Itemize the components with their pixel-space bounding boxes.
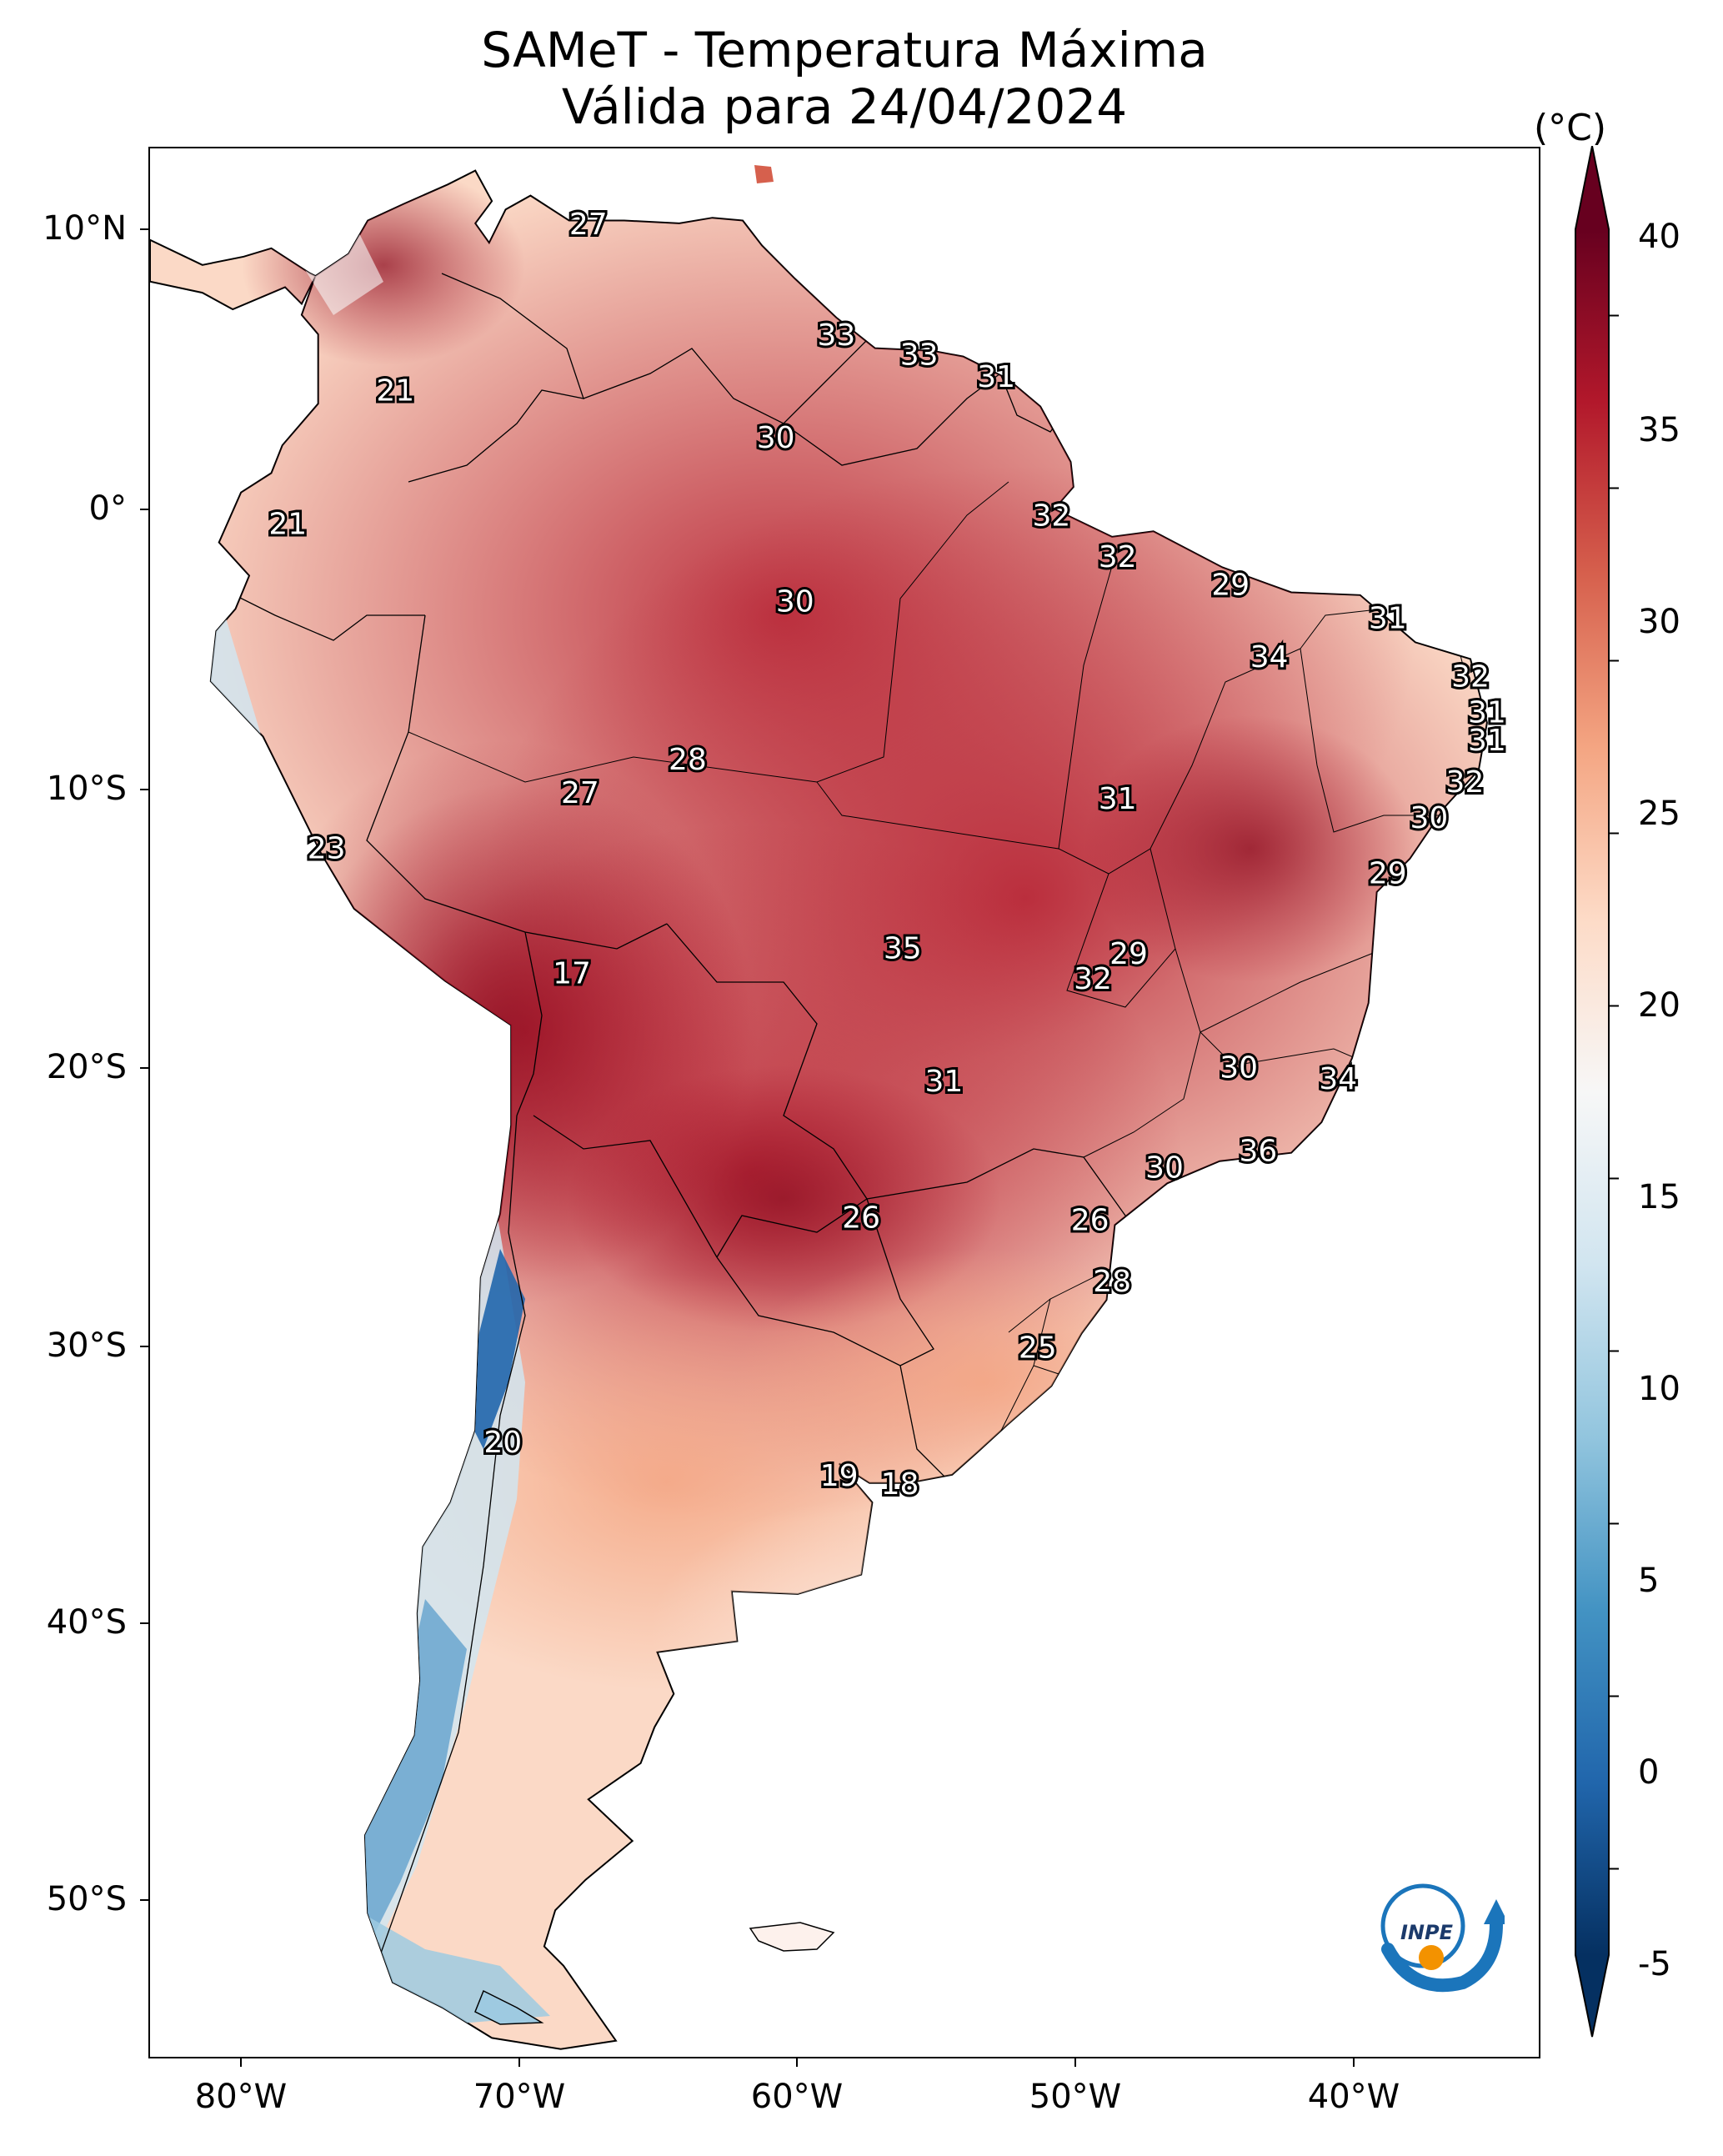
- temperature-label: 31: [1468, 724, 1506, 758]
- temperature-label: 30: [1145, 1151, 1184, 1185]
- colorbar-top-extension: [1575, 146, 1609, 229]
- lat-tick: [140, 509, 148, 510]
- colorbar-gradient: [1575, 229, 1609, 1955]
- map-title: SAMeT - Temperatura Máxima: [481, 22, 1208, 78]
- lat-label-10s: 10°S: [46, 770, 127, 808]
- lat-label-50s: 50°S: [46, 1880, 127, 1918]
- lon-tick: [796, 2058, 798, 2067]
- temperature-label: 27: [569, 208, 608, 242]
- lat-tick: [140, 1622, 148, 1624]
- temperature-label: 34: [1250, 640, 1289, 674]
- lat-tick: [140, 1899, 148, 1901]
- colorbar-label-20: 20: [1638, 986, 1680, 1025]
- temperature-label: 28: [1093, 1265, 1131, 1299]
- lon-label-40w: 40°W: [1307, 2078, 1400, 2116]
- colorbar-label-5: 5: [1638, 1562, 1660, 1600]
- lon-label-70w: 70°W: [473, 2078, 566, 2116]
- colorbar-label-0: 0: [1638, 1753, 1660, 1792]
- temperature-label: 35: [884, 932, 922, 966]
- temperature-label: 32: [1099, 540, 1137, 574]
- temperature-label: 17: [553, 956, 591, 990]
- lat-label-40s: 40°S: [46, 1603, 127, 1642]
- colorbar-label-15: 15: [1638, 1178, 1680, 1216]
- temperature-label: 34: [1319, 1062, 1357, 1096]
- lon-tick: [1074, 2058, 1076, 2067]
- temperature-label: 31: [1468, 696, 1506, 730]
- temperature-label: 33: [900, 338, 939, 372]
- lat-tick: [140, 1067, 148, 1069]
- colorbar: [1575, 146, 1619, 2038]
- tierra-del-fuego: [474, 1989, 544, 2025]
- lat-tick: [140, 228, 148, 230]
- temperature-label: 36: [1239, 1134, 1277, 1168]
- temperature-label: 30: [776, 585, 814, 619]
- temperature-label: 31: [1099, 782, 1137, 816]
- map-subtitle: Válida para 24/04/2024: [561, 78, 1128, 135]
- lat-tick: [140, 1346, 148, 1347]
- temperature-label: 31: [924, 1065, 963, 1099]
- colorbar-label-10: 10: [1638, 1370, 1680, 1408]
- map-panel: 27 21 33 33 31 30 21 32 32 29 30 31 34 32 31 31 28 27 32 31…: [148, 147, 1540, 2058]
- temperature-label: 31: [977, 360, 1015, 394]
- colorbar-label-35: 35: [1638, 411, 1680, 449]
- colorbar-bottom-extension: [1575, 1955, 1609, 2037]
- temperature-label: 32: [1032, 499, 1070, 533]
- temperature-label: 26: [1071, 1204, 1109, 1238]
- temperature-label: 21: [376, 374, 414, 409]
- temperature-label: 32: [1445, 765, 1484, 800]
- temperature-label: 31: [1369, 601, 1407, 635]
- inpe-logo: INPE: [1363, 1866, 1509, 1999]
- temperature-label: 25: [1019, 1331, 1057, 1366]
- lon-label-80w: 80°W: [194, 2078, 288, 2116]
- temperature-label: 29: [1369, 857, 1407, 891]
- temperature-label: 29: [1211, 569, 1250, 603]
- temperature-label: 32: [1074, 962, 1112, 996]
- temperature-label: 20: [483, 1426, 522, 1460]
- lat-label-30s: 30°S: [46, 1326, 127, 1365]
- trinidad-island: [754, 165, 774, 183]
- temperature-label: 29: [1109, 937, 1148, 971]
- temperature-label: 30: [1410, 801, 1448, 835]
- lon-label-50w: 50°W: [1029, 2078, 1122, 2116]
- falkland-islands: [749, 1922, 835, 1952]
- lon-tick: [240, 2058, 242, 2067]
- temperature-label: 30: [1220, 1051, 1258, 1086]
- temperature-label: 19: [820, 1459, 859, 1493]
- temperature-label: 18: [881, 1467, 919, 1502]
- colorbar-label-minus5: -5: [1638, 1945, 1671, 1983]
- lat-label-10n: 10°N: [43, 209, 127, 248]
- lon-label-60w: 60°W: [750, 2078, 844, 2116]
- colorbar-label-25: 25: [1638, 795, 1680, 833]
- temperature-label: 27: [561, 776, 599, 810]
- lat-tick: [140, 789, 148, 790]
- temperature-label: 21: [268, 507, 307, 541]
- temperature-label: 28: [669, 743, 707, 777]
- temperature-label: 32: [1451, 659, 1490, 694]
- temperature-label: 33: [817, 318, 855, 353]
- lat-label-20s: 20°S: [46, 1048, 127, 1086]
- lon-tick: [518, 2058, 520, 2067]
- temperature-label: 26: [842, 1201, 880, 1235]
- temperature-label: 23: [308, 832, 346, 866]
- colorbar-label-40: 40: [1638, 218, 1680, 256]
- colorbar-unit: (°C): [1534, 107, 1607, 149]
- colorbar-label-30: 30: [1638, 603, 1680, 641]
- inpe-logo-text: INPE: [1400, 1921, 1454, 1944]
- temperature-label: 30: [757, 421, 795, 455]
- lon-tick: [1353, 2058, 1355, 2067]
- lat-label-0: 0°: [88, 489, 127, 528]
